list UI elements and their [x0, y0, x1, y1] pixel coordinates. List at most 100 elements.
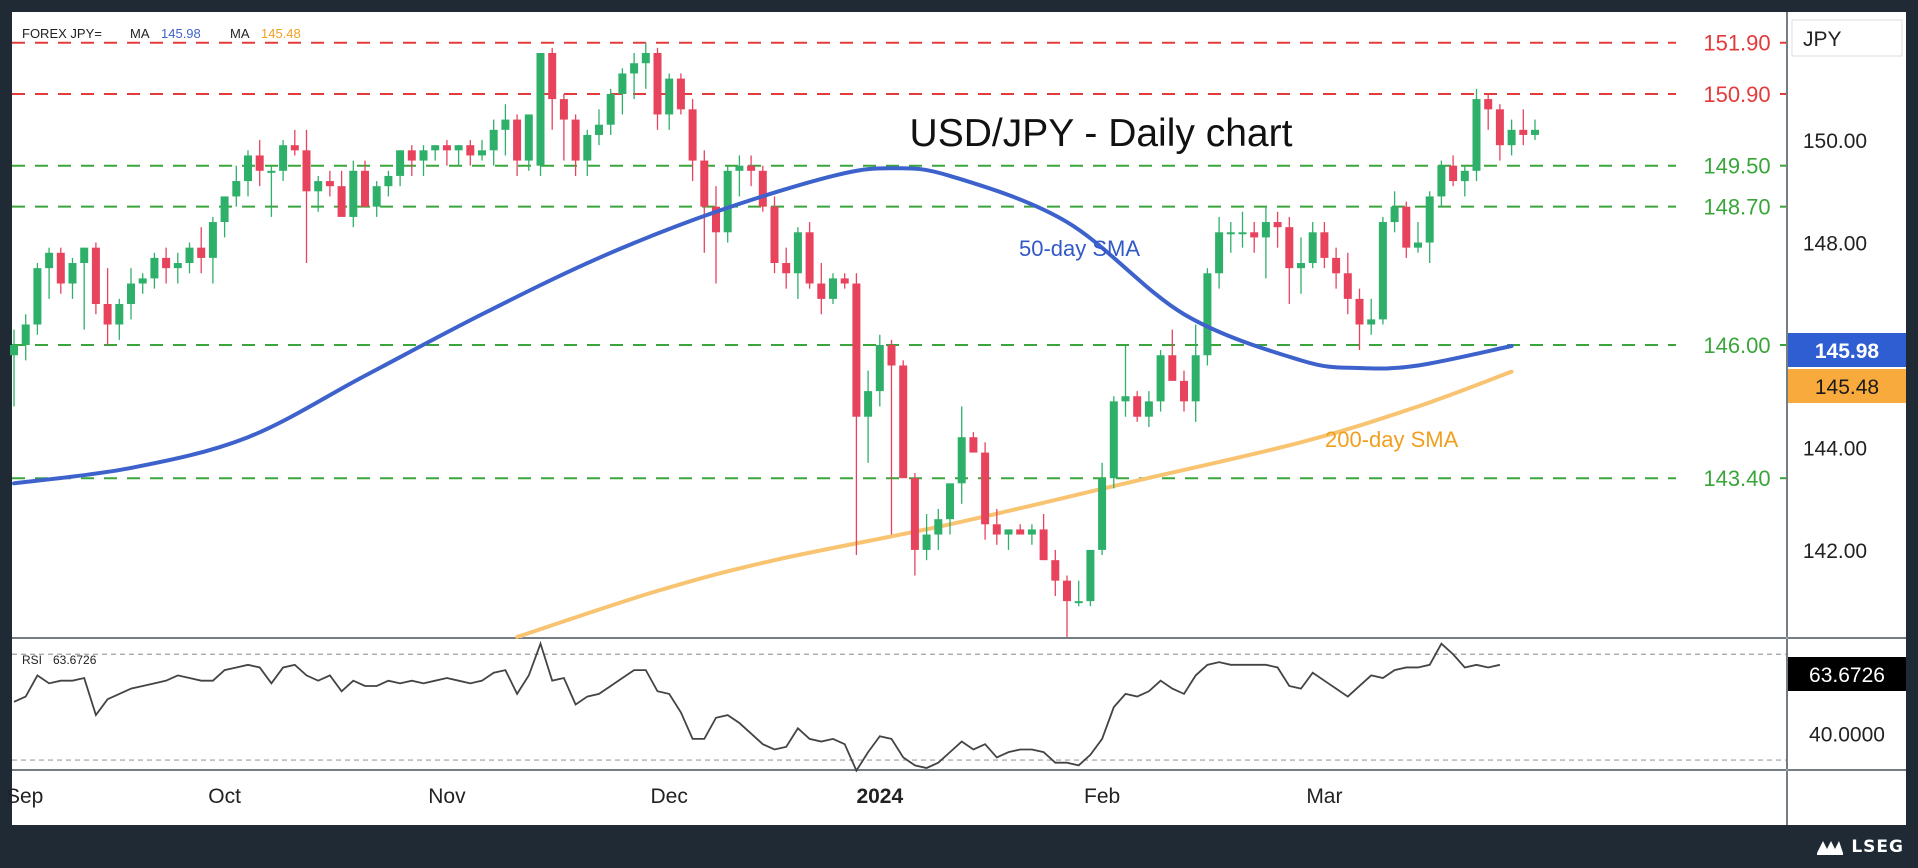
axis-corner-bg — [1788, 771, 1906, 825]
sma200-tag-label: 145.48 — [1815, 376, 1879, 399]
candle-down — [747, 165, 756, 171]
ma-value-2: 145.48 — [261, 26, 301, 41]
candle-down — [1285, 227, 1294, 269]
candle-down — [466, 145, 475, 156]
candle-up — [595, 124, 603, 135]
candle-down — [559, 99, 568, 120]
time-tick-label: 2024 — [856, 785, 903, 808]
candle-down — [1332, 257, 1341, 274]
sma50-layer — [12, 166, 1514, 486]
candle-down — [1168, 355, 1177, 381]
time-tick-label: Oct — [208, 785, 241, 808]
candle-up — [1098, 478, 1107, 550]
rsi-layer: 40.0000 — [12, 640, 1885, 773]
candle-up — [1425, 196, 1434, 243]
candle-up — [1390, 206, 1399, 223]
candle-down — [899, 365, 908, 479]
candle-down — [513, 119, 522, 161]
candle-up — [1367, 319, 1376, 325]
candle-up — [606, 93, 615, 125]
candle-up — [618, 73, 627, 94]
candle-up — [641, 52, 650, 64]
sma50-tag-label: 145.98 — [1815, 340, 1880, 363]
candle-up — [1437, 165, 1446, 197]
candle-down — [1051, 560, 1060, 581]
candle-down — [1180, 380, 1188, 402]
rsi-tag — [1788, 657, 1906, 691]
candle-down — [981, 452, 990, 525]
candle-down — [302, 150, 311, 192]
candle-down — [676, 78, 685, 110]
time-axis-bg — [12, 771, 1786, 825]
candle-down — [817, 283, 826, 299]
brand-label: LSEG — [1851, 837, 1904, 857]
candle-down — [1519, 129, 1528, 135]
rsi-label: RSI — [22, 653, 42, 667]
level-label-149.50: 149.50 — [1703, 154, 1770, 179]
candle-down — [910, 478, 919, 550]
candle-up — [478, 150, 486, 156]
sma200-tag — [1788, 369, 1906, 403]
candle-down — [361, 170, 369, 207]
candle-up — [244, 155, 252, 182]
candle-up — [45, 252, 54, 269]
chart-title: USD/JPY - Daily chart — [910, 112, 1293, 155]
candle-up — [1027, 529, 1036, 535]
sma200-line — [515, 369, 1514, 639]
candle-up — [1238, 232, 1247, 235]
candle-down — [840, 278, 849, 284]
candle-down — [255, 155, 264, 171]
candle-up — [1203, 273, 1212, 356]
symbol-label: FOREX JPY= — [22, 26, 102, 41]
level-label-146.00: 146.00 — [1703, 333, 1770, 358]
candle-up — [630, 63, 639, 74]
rsi-panel-bg — [12, 639, 1786, 769]
candle-up — [829, 278, 837, 299]
candle-down — [571, 119, 580, 161]
lseg-mark-icon — [1817, 841, 1844, 855]
currency-box[interactable] — [1791, 19, 1903, 57]
candle-down — [290, 145, 299, 151]
candle-down — [325, 181, 334, 187]
candle-up — [922, 534, 931, 550]
candle-up — [1261, 222, 1270, 238]
candle-up — [1531, 129, 1539, 135]
candle-up — [384, 175, 393, 187]
candle-down — [1495, 109, 1504, 146]
candle-up — [957, 437, 966, 484]
currency-label: JPY — [1803, 28, 1842, 51]
candle-up — [1226, 232, 1235, 235]
candle-up — [173, 263, 182, 269]
candle-up — [279, 145, 288, 171]
level-label-148.70: 148.70 — [1703, 195, 1770, 220]
candle-up — [208, 222, 217, 258]
candle-down — [1402, 206, 1411, 248]
candle-down — [1133, 396, 1142, 417]
candle-down — [887, 344, 896, 366]
levels-layer: 151.90 150.90 149.50 148.70 146.00 143.40 — [12, 31, 1786, 491]
candle-down — [688, 109, 697, 161]
candle-down — [712, 206, 720, 233]
candle-up — [349, 170, 358, 217]
candle-up — [220, 196, 229, 223]
candle-up — [115, 304, 124, 325]
candle-up — [372, 186, 381, 207]
candle-up — [1109, 401, 1118, 479]
candle-up — [396, 150, 405, 176]
rsi-tag-label: 63.6726 — [1809, 664, 1885, 687]
candle-up — [946, 483, 954, 520]
lseg-logo: LSEG — [1815, 837, 1904, 857]
price-tick-label: 142.00 — [1803, 540, 1867, 563]
candle-down — [103, 304, 112, 325]
candles-layer — [10, 42, 1539, 637]
time-tick-label: Nov — [428, 785, 466, 808]
candle-up — [793, 232, 802, 274]
candle-up — [1507, 129, 1516, 146]
price-tick-label: 144.00 — [1803, 437, 1867, 460]
price-panel-bg — [12, 12, 1786, 637]
time-tick-label: Feb — [1084, 785, 1120, 808]
ma-value-1: 145.98 — [161, 26, 201, 41]
candle-down — [442, 145, 451, 151]
